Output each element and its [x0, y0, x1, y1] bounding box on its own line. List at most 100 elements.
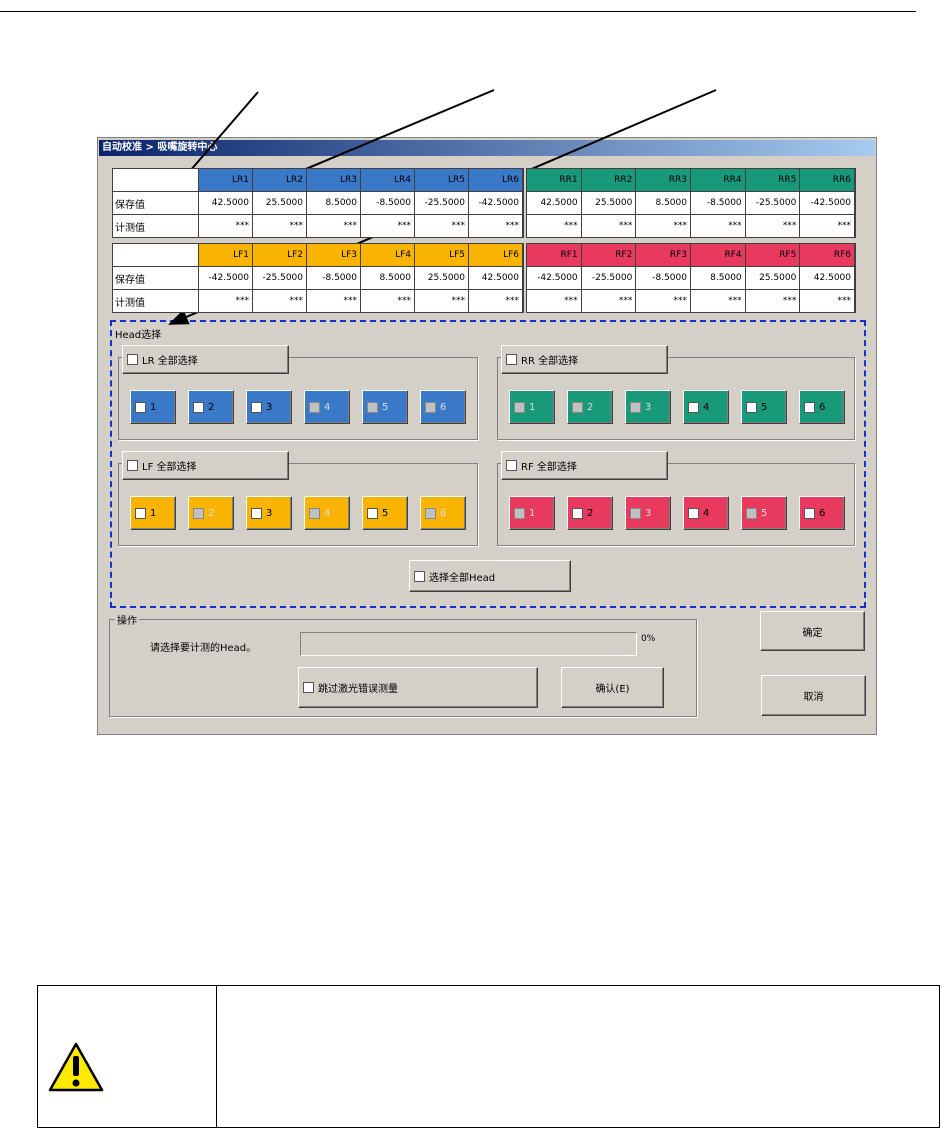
head-button[interactable]: 6	[420, 496, 466, 530]
saved-cell: -42.5000	[527, 267, 582, 290]
head-button[interactable]: 4	[683, 390, 729, 424]
measured-cell: ***	[307, 215, 361, 238]
head-button[interactable]: 6	[799, 390, 845, 424]
measured-cell: ***	[745, 215, 801, 238]
head-cell: RF6	[800, 244, 855, 267]
select-all-checkbox[interactable]: 选择全部Head	[409, 560, 571, 592]
head-button[interactable]: 1	[509, 390, 555, 424]
measured-cell: ***	[415, 290, 469, 313]
label: 5	[382, 507, 389, 519]
head-button[interactable]: 1	[509, 496, 555, 530]
saved-cell: -25.5000	[253, 267, 307, 290]
ok-button[interactable]: 确定	[760, 611, 865, 651]
head-cell: LF1	[199, 244, 253, 267]
saved-cell: 25.5000	[415, 267, 469, 290]
head-button[interactable]: 4	[683, 496, 729, 530]
label: RF 全部选择	[521, 462, 577, 473]
head-cell: RR6	[800, 169, 855, 192]
label: 2	[208, 507, 215, 519]
group-checkbox[interactable]: LF 全部选择	[122, 451, 289, 480]
label: 3	[266, 507, 273, 519]
saved-cell: -25.5000	[745, 192, 801, 215]
group-checkbox[interactable]: RR 全部选择	[501, 345, 668, 374]
label: 2	[208, 401, 215, 413]
label: 1	[150, 507, 157, 519]
row-label: 计测值	[113, 290, 199, 313]
head-button[interactable]: 4	[304, 390, 350, 424]
head-button[interactable]: 6	[799, 496, 845, 530]
measured-cell: ***	[469, 290, 523, 313]
head-cell: RF2	[581, 244, 637, 267]
head-button[interactable]: 3	[246, 390, 292, 424]
label: 6	[819, 507, 826, 519]
label: 4	[324, 507, 331, 519]
cancel-button[interactable]: 取消	[761, 675, 866, 716]
row-label: 计测值	[113, 215, 199, 238]
head-button[interactable]: 5	[362, 390, 408, 424]
label: 选择全部Head	[429, 572, 496, 584]
head-cell: LF5	[415, 244, 469, 267]
head-button[interactable]: 2	[188, 496, 234, 530]
measured-cell: ***	[800, 290, 855, 313]
group-checkbox[interactable]: RF 全部选择	[501, 451, 668, 480]
head-cell: RR3	[636, 169, 691, 192]
head-button[interactable]: 5	[741, 390, 787, 424]
head-button[interactable]: 3	[625, 390, 671, 424]
label: RR 全部选择	[521, 356, 579, 367]
head-button[interactable]: 2	[188, 390, 234, 424]
label: 5	[382, 401, 389, 413]
label: 2	[587, 401, 594, 413]
measured-cell: ***	[527, 290, 582, 313]
head-button[interactable]: 5	[741, 496, 787, 530]
skip-checkbox[interactable]: 跳过激光错误测量	[298, 667, 538, 708]
group-checkbox[interactable]: LR 全部选择	[122, 345, 289, 374]
saved-cell: -25.5000	[415, 192, 469, 215]
label: 5	[761, 507, 768, 519]
head-button[interactable]: 1	[130, 390, 176, 424]
head-cell: LR3	[307, 169, 361, 192]
label: 1	[529, 507, 536, 519]
head-button[interactable]: 2	[567, 496, 613, 530]
head-cell: LF3	[307, 244, 361, 267]
head-button[interactable]: 4	[304, 496, 350, 530]
group-title: Head选择	[113, 326, 164, 341]
head-cell: LR4	[361, 169, 415, 192]
measured-cell: ***	[636, 290, 691, 313]
head-cell: RF1	[527, 244, 582, 267]
head-button[interactable]: 3	[246, 496, 292, 530]
head-button[interactable]: 2	[567, 390, 613, 424]
saved-cell: 42.5000	[469, 267, 523, 290]
head-cell: LR6	[469, 169, 523, 192]
measured-cell: ***	[361, 215, 415, 238]
saved-cell: 8.5000	[636, 192, 691, 215]
label: 4	[324, 401, 331, 413]
label: LF 全部选择	[142, 462, 197, 473]
label: 4	[703, 507, 710, 519]
saved-cell: 25.5000	[581, 192, 637, 215]
measured-cell: ***	[361, 290, 415, 313]
head-button[interactable]: 3	[625, 496, 671, 530]
head-group	[118, 357, 478, 440]
head-cell: RF3	[636, 244, 691, 267]
saved-cell: -25.5000	[581, 267, 637, 290]
saved-cell: 42.5000	[199, 192, 253, 215]
head-cell: RR2	[581, 169, 637, 192]
head-button[interactable]: 5	[362, 496, 408, 530]
label: LR 全部选择	[142, 356, 198, 367]
progress-text: 0%	[641, 634, 656, 644]
head-cell: LR2	[253, 169, 307, 192]
head-button[interactable]: 6	[420, 390, 466, 424]
head-cell: LR5	[415, 169, 469, 192]
label: 6	[440, 507, 447, 519]
head-cell: LR1	[199, 169, 253, 192]
group-title: 操作	[115, 612, 139, 627]
confirm-button[interactable]: 确认(E)	[561, 667, 664, 708]
measured-cell: ***	[691, 290, 746, 313]
head-cell: LF2	[253, 244, 307, 267]
measured-cell: ***	[581, 290, 637, 313]
head-cell: LF4	[361, 244, 415, 267]
corner-cell	[113, 244, 199, 267]
head-button[interactable]: 1	[130, 496, 176, 530]
measured-cell: ***	[253, 215, 307, 238]
